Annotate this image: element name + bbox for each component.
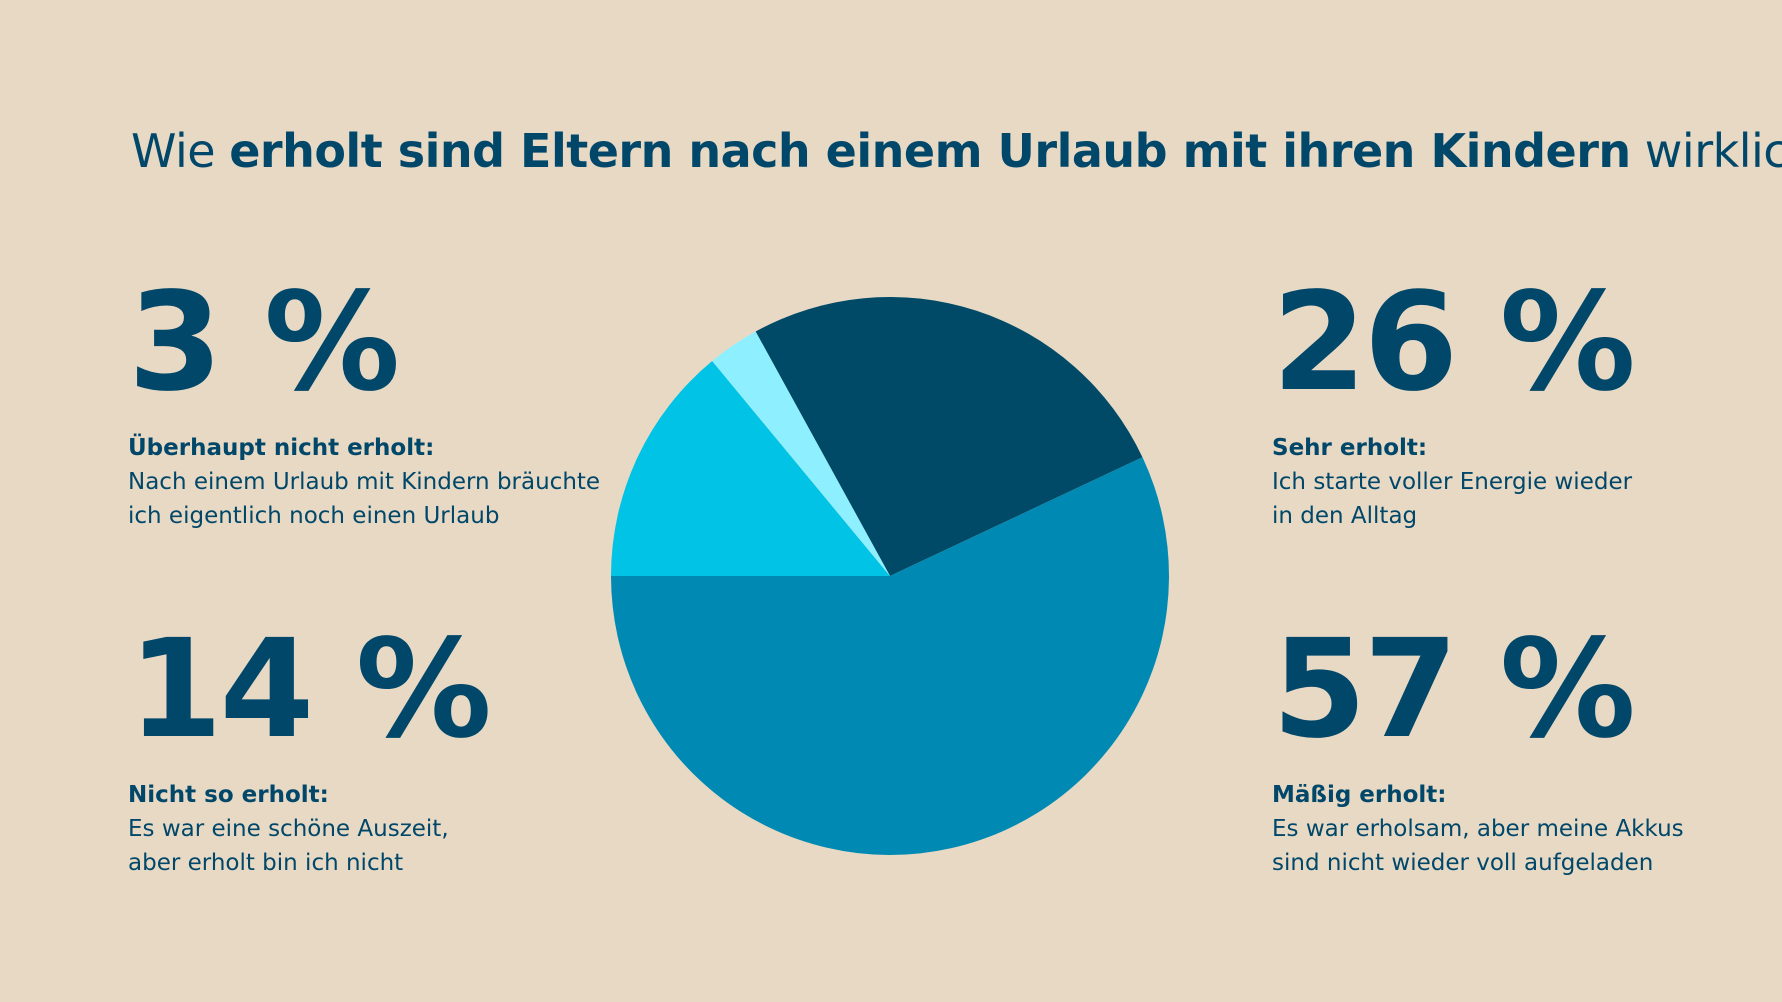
pie-slice-mäßig-erholt bbox=[611, 457, 1170, 855]
stat-desc-line: Es war eine schöne Auszeit, bbox=[128, 816, 449, 842]
stat-14: 14 % Nicht so erholt: Es war eine schöne… bbox=[128, 622, 648, 880]
stat-label: Mäßig erholt: bbox=[1272, 782, 1447, 808]
stat-desc-line: aber erholt bin ich nicht bbox=[128, 850, 404, 876]
pie-slice-überhaupt-nicht-erholt bbox=[712, 331, 890, 576]
stat-3: 3 % Überhaupt nicht erholt: Nach einem U… bbox=[128, 275, 648, 533]
stat-desc-line: ich eigentlich noch einen Urlaub bbox=[128, 503, 500, 529]
stat-value: 57 % bbox=[1272, 611, 1636, 769]
stat-label: Nicht so erholt: bbox=[128, 782, 329, 808]
stat-value: 26 % bbox=[1272, 264, 1636, 422]
stat-label: Überhaupt nicht erholt: bbox=[128, 435, 435, 461]
pie-slice-sehr-erholt bbox=[755, 296, 1143, 576]
stat-desc-line: in den Alltag bbox=[1272, 503, 1418, 529]
stat-57: 57 % Mäßig erholt: Es war erholsam, aber… bbox=[1272, 622, 1782, 880]
pie-slice-nicht-so-erholt bbox=[611, 361, 890, 576]
title-bold: erholt sind Eltern nach einem Urlaub mit… bbox=[229, 124, 1631, 178]
stat-value: 3 % bbox=[128, 264, 400, 422]
title-post: wirklich? bbox=[1644, 124, 1782, 178]
stat-value: 14 % bbox=[128, 611, 492, 769]
stat-desc-line: Nach einem Urlaub mit Kindern bräuchte bbox=[128, 469, 601, 495]
chart-title: Wie erholt sind Eltern nach einem Urlaub… bbox=[131, 124, 1782, 178]
stat-desc-line: Es war erholsam, aber meine Akkus bbox=[1272, 816, 1684, 842]
stat-desc-line: sind nicht wieder voll aufgeladen bbox=[1272, 850, 1654, 876]
stat-26: 26 % Sehr erholt: Ich starte voller Ener… bbox=[1272, 275, 1782, 533]
title-pre: Wie bbox=[131, 124, 230, 178]
stat-label: Sehr erholt: bbox=[1272, 435, 1428, 461]
stat-desc-line: Ich starte voller Energie wieder bbox=[1272, 469, 1633, 495]
